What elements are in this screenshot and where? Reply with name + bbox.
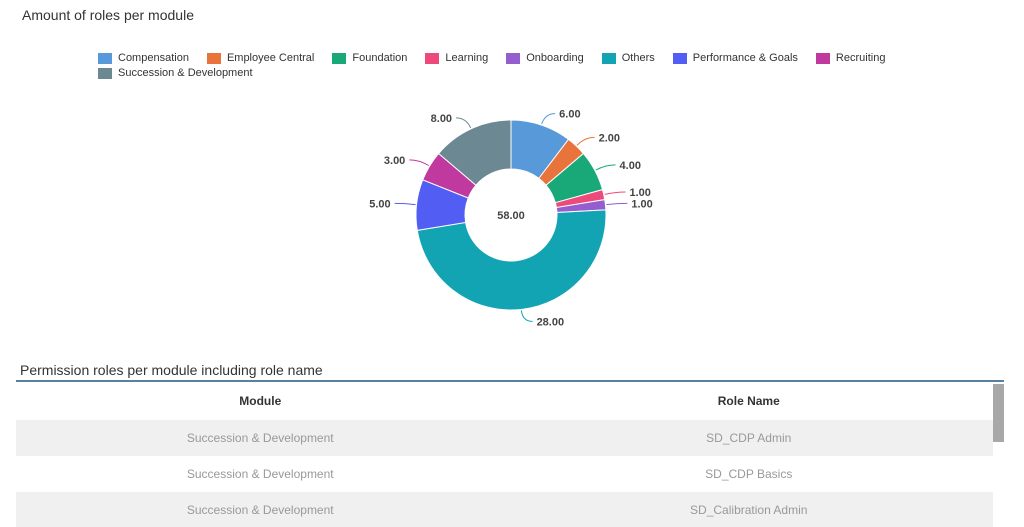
cell-role-name: SD_CDP Admin: [504, 420, 993, 456]
legend-swatch: [206, 52, 221, 64]
data-label: 3.00: [384, 155, 405, 167]
legend-label: Onboarding: [526, 52, 584, 64]
legend-swatch: [332, 52, 347, 64]
leader-line: [541, 113, 556, 125]
legend-item[interactable]: Performance & Goals: [672, 51, 798, 65]
legend-swatch: [672, 52, 687, 64]
leader-line: [520, 310, 533, 322]
legend-label: Recruiting: [835, 52, 886, 64]
legend-label: Foundation: [352, 52, 408, 64]
chart-legend: Compensation Employee Central Foundation Le…: [98, 51, 938, 80]
data-label: 1.00: [631, 198, 652, 210]
legend-label: Compensation: [118, 52, 189, 64]
leader-line: [595, 164, 616, 171]
legend-swatch: [425, 52, 440, 64]
data-label: 1.00: [629, 187, 650, 199]
legend-item[interactable]: Recruiting: [815, 51, 886, 65]
donut-chart: 6.00 2.00 4.00 1.001.00 28.00 5.00 3.00 8.00 58.…: [369, 109, 653, 329]
legend-swatch: [98, 52, 112, 64]
leader-line: [604, 191, 626, 195]
legend-label: Others: [621, 52, 655, 64]
legend-item[interactable]: Onboarding: [506, 51, 584, 65]
legend-item[interactable]: Succession & Development: [98, 66, 253, 80]
legend-swatch: [815, 52, 830, 64]
column-header-module[interactable]: Module: [16, 382, 505, 420]
legend-label: Performance & Goals: [692, 52, 798, 64]
cell-role-name: SD_Calibration Admin: [504, 492, 993, 527]
data-label: 28.00: [537, 316, 565, 328]
legend-swatch: [506, 52, 521, 64]
column-header-role-name[interactable]: Role Name: [504, 382, 993, 420]
table-row[interactable]: Succession & Development SD_CDP Admin: [16, 420, 993, 456]
table-row[interactable]: Succession & Development SD_Calibration …: [16, 492, 993, 527]
donut-total-label: 58.00: [497, 210, 525, 222]
table-scrollbar[interactable]: [993, 382, 1004, 527]
legend-swatch: [98, 67, 112, 79]
data-label: 8.00: [431, 113, 452, 125]
table-row[interactable]: Succession & Development SD_CDP Basics: [16, 456, 993, 492]
data-label: 5.00: [369, 198, 390, 210]
legend-item[interactable]: Employee Central: [206, 51, 315, 65]
legend-item[interactable]: Learning: [425, 51, 488, 65]
legend-item[interactable]: Foundation: [332, 51, 407, 65]
roles-table: Module Role Name Succession & Developmen…: [16, 382, 993, 527]
leader-line: [576, 136, 595, 146]
leader-line: [394, 202, 416, 206]
leader-line: [606, 202, 628, 206]
cell-module: Succession & Development: [16, 492, 505, 527]
cell-module: Succession & Development: [16, 456, 505, 492]
data-label: 4.00: [620, 160, 641, 172]
table-title: Permission roles per module including ro…: [20, 362, 323, 378]
legend-label: Learning: [445, 52, 489, 64]
leader-line: [409, 159, 429, 166]
data-label: 2.00: [599, 132, 620, 144]
leader-line: [456, 117, 472, 129]
cell-module: Succession & Development: [16, 420, 505, 456]
legend-item[interactable]: Others: [601, 51, 655, 65]
data-label: 6.00: [559, 109, 580, 121]
legend-label: Employee Central: [226, 52, 315, 64]
cell-role-name: SD_CDP Basics: [504, 456, 993, 492]
legend-swatch: [601, 52, 616, 64]
donut-slice[interactable]: [437, 119, 512, 186]
donut-slice[interactable]: [416, 209, 607, 311]
legend-item[interactable]: Compensation: [98, 51, 189, 65]
legend-label: Succession & Development: [118, 67, 253, 79]
roles-table-container: Module Role Name Succession & Developmen…: [16, 380, 1004, 527]
table-scrollbar-thumb[interactable]: [993, 384, 1004, 442]
chart-title: Amount of roles per module: [22, 7, 194, 23]
